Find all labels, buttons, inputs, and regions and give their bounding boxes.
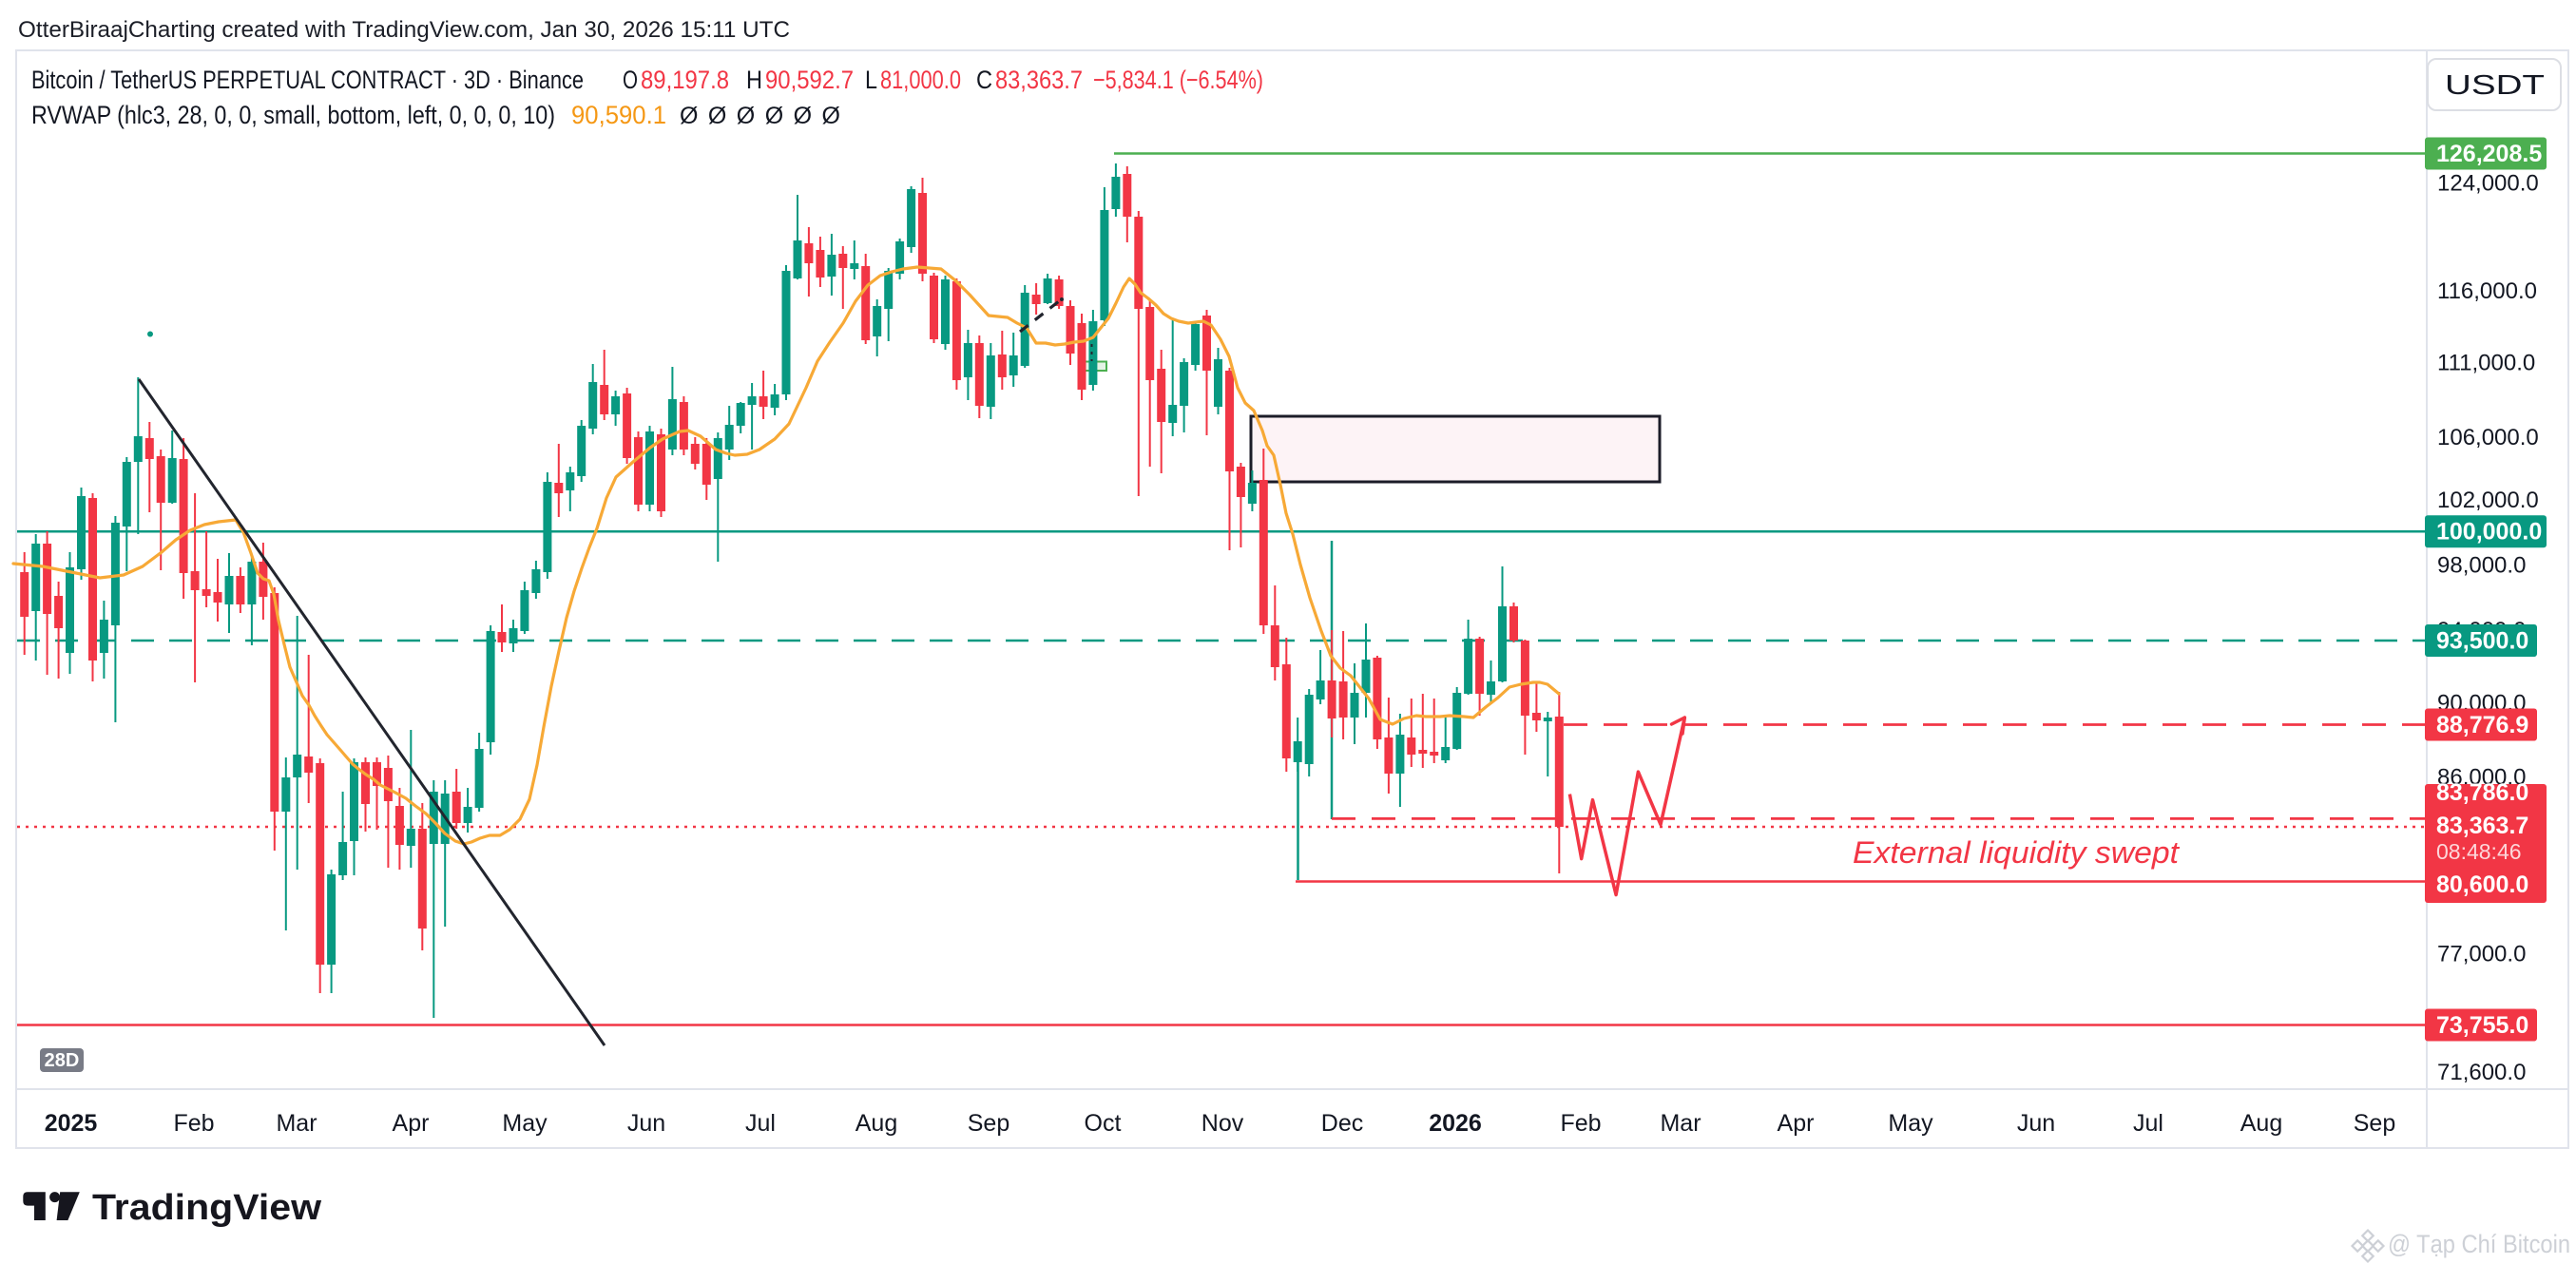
svg-text:102,000.0: 102,000.0 bbox=[2437, 488, 2539, 513]
svg-text:L: L bbox=[865, 66, 877, 94]
svg-text:@ Tạp Chí Bitcoin: @ Tạp Chí Bitcoin bbox=[2388, 1230, 2570, 1258]
svg-text:Ø: Ø bbox=[822, 103, 840, 129]
svg-text:98,000.0: 98,000.0 bbox=[2437, 552, 2526, 578]
svg-text:−5,834.1 (−6.54%): −5,834.1 (−6.54%) bbox=[1093, 66, 1263, 94]
svg-text:Dec: Dec bbox=[1321, 1110, 1363, 1137]
svg-text:Jul: Jul bbox=[745, 1110, 776, 1137]
svg-text:Jul: Jul bbox=[2133, 1110, 2163, 1137]
svg-text:USDT: USDT bbox=[2445, 70, 2545, 101]
svg-text:Mar: Mar bbox=[1660, 1110, 1701, 1137]
svg-text:81,000.0: 81,000.0 bbox=[880, 66, 961, 94]
svg-text:93,500.0: 93,500.0 bbox=[2436, 628, 2528, 655]
svg-text:H: H bbox=[746, 66, 762, 94]
svg-text:Ø: Ø bbox=[737, 103, 755, 129]
svg-text:Sep: Sep bbox=[2354, 1110, 2395, 1137]
svg-text:89,197.8: 89,197.8 bbox=[641, 66, 729, 94]
svg-text:Aug: Aug bbox=[2240, 1110, 2282, 1137]
svg-text:Bitcoin / TetherUS PERPETUAL C: Bitcoin / TetherUS PERPETUAL CONTRACT · … bbox=[31, 66, 584, 94]
svg-text:116,000.0: 116,000.0 bbox=[2437, 278, 2537, 304]
svg-text:Apr: Apr bbox=[1778, 1110, 1815, 1137]
svg-text:Ø: Ø bbox=[765, 103, 783, 129]
svg-text:OtterBiraajCharting created wi: OtterBiraajCharting created with Trading… bbox=[18, 17, 790, 43]
svg-text:RVWAP (hlc3, 28, 0, 0, small,: RVWAP (hlc3, 28, 0, 0, small, bottom, le… bbox=[31, 101, 555, 129]
svg-text:Mar: Mar bbox=[276, 1110, 317, 1137]
svg-text:O: O bbox=[623, 66, 638, 94]
svg-text:83,786.0: 83,786.0 bbox=[2436, 779, 2528, 806]
svg-text:83,363.7: 83,363.7 bbox=[2436, 813, 2528, 839]
svg-text:90,592.7: 90,592.7 bbox=[765, 66, 854, 94]
svg-text:Jun: Jun bbox=[627, 1110, 665, 1137]
svg-text:Sep: Sep bbox=[968, 1110, 1009, 1137]
svg-text:TradingView: TradingView bbox=[92, 1188, 321, 1228]
svg-text:2026: 2026 bbox=[1429, 1110, 1482, 1137]
svg-text:83,363.7: 83,363.7 bbox=[995, 66, 1083, 94]
svg-text:Oct: Oct bbox=[1085, 1110, 1122, 1137]
svg-text:100,000.0: 100,000.0 bbox=[2436, 519, 2542, 546]
svg-text:Ø: Ø bbox=[680, 103, 698, 129]
svg-text:Nov: Nov bbox=[1201, 1110, 1244, 1137]
svg-text:08:48:46: 08:48:46 bbox=[2436, 839, 2522, 864]
svg-text:126,208.5: 126,208.5 bbox=[2436, 141, 2542, 167]
svg-text:May: May bbox=[1888, 1110, 1933, 1137]
svg-text:88,776.9: 88,776.9 bbox=[2436, 712, 2528, 738]
svg-text:111,000.0: 111,000.0 bbox=[2437, 350, 2535, 375]
svg-text:73,755.0: 73,755.0 bbox=[2436, 1012, 2528, 1039]
svg-text:External liquidity swept: External liquidity swept bbox=[1853, 835, 2180, 870]
svg-text:Aug: Aug bbox=[855, 1110, 897, 1137]
svg-text:Feb: Feb bbox=[173, 1110, 214, 1137]
svg-text:2025: 2025 bbox=[45, 1110, 98, 1137]
svg-text:Ø: Ø bbox=[708, 103, 726, 129]
svg-text:Jun: Jun bbox=[2017, 1110, 2055, 1137]
svg-text:C: C bbox=[976, 66, 992, 94]
svg-text:28D: 28D bbox=[45, 1050, 80, 1071]
svg-text:77,000.0: 77,000.0 bbox=[2437, 942, 2526, 967]
svg-text:90,590.1: 90,590.1 bbox=[571, 101, 666, 129]
svg-text:May: May bbox=[502, 1110, 548, 1137]
svg-text:124,000.0: 124,000.0 bbox=[2437, 170, 2539, 196]
svg-text:80,600.0: 80,600.0 bbox=[2436, 871, 2528, 898]
svg-text:Ø: Ø bbox=[794, 103, 812, 129]
svg-text:Apr: Apr bbox=[393, 1110, 430, 1137]
svg-text:106,000.0: 106,000.0 bbox=[2437, 425, 2539, 450]
svg-text:Feb: Feb bbox=[1560, 1110, 1601, 1137]
svg-text:71,600.0: 71,600.0 bbox=[2437, 1060, 2526, 1085]
